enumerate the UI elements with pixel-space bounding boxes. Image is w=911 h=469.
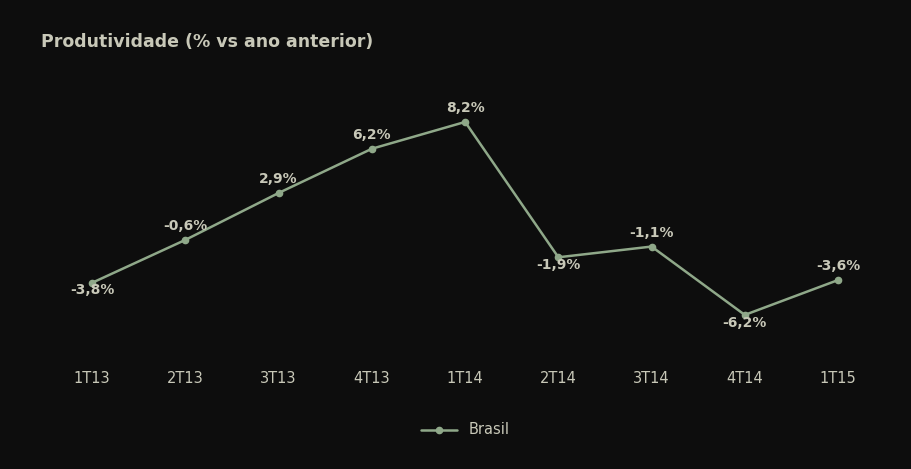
Brasil bbox=[459, 119, 470, 125]
Brasil bbox=[832, 277, 843, 283]
Text: -3,8%: -3,8% bbox=[70, 283, 114, 297]
Text: -6,2%: -6,2% bbox=[722, 316, 766, 330]
Brasil bbox=[366, 146, 377, 151]
Legend: Brasil: Brasil bbox=[420, 422, 509, 437]
Brasil bbox=[179, 237, 190, 242]
Text: -1,9%: -1,9% bbox=[536, 258, 580, 272]
Text: -1,1%: -1,1% bbox=[629, 226, 673, 240]
Brasil bbox=[273, 190, 284, 196]
Text: 8,2%: 8,2% bbox=[445, 101, 484, 115]
Brasil bbox=[87, 280, 97, 286]
Brasil bbox=[739, 312, 750, 318]
Brasil bbox=[552, 255, 563, 260]
Text: 6,2%: 6,2% bbox=[353, 128, 391, 142]
Text: -0,6%: -0,6% bbox=[163, 219, 208, 233]
Brasil bbox=[645, 244, 656, 250]
Text: Produtividade (% vs ano anterior): Produtividade (% vs ano anterior) bbox=[41, 33, 373, 51]
Line: Brasil: Brasil bbox=[89, 119, 840, 318]
Text: -3,6%: -3,6% bbox=[815, 259, 859, 273]
Text: 2,9%: 2,9% bbox=[259, 172, 298, 186]
